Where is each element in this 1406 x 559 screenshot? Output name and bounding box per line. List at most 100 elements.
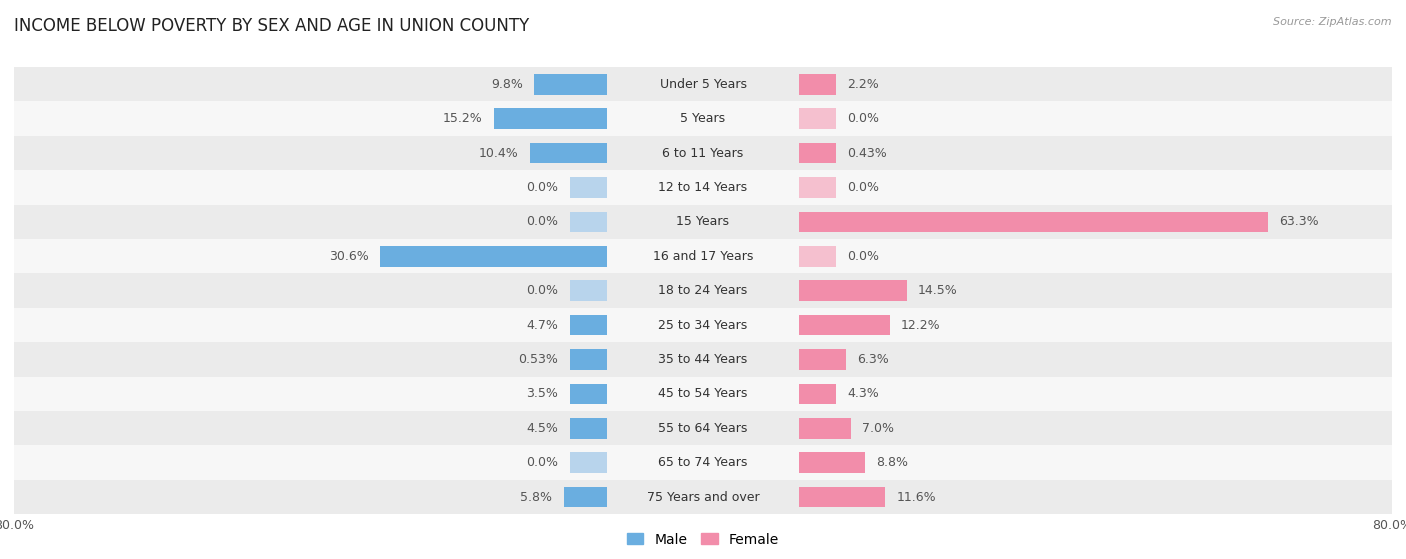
Text: 30.6%: 30.6% xyxy=(329,250,368,263)
Text: 11.6%: 11.6% xyxy=(897,491,936,504)
Bar xyxy=(800,143,837,163)
Bar xyxy=(800,67,1392,102)
Text: 5.8%: 5.8% xyxy=(520,491,553,504)
Bar xyxy=(800,74,837,94)
Bar xyxy=(800,246,837,267)
Text: 0.0%: 0.0% xyxy=(526,215,558,229)
Bar xyxy=(534,74,606,94)
Bar xyxy=(800,452,865,473)
Bar xyxy=(606,170,800,205)
Bar xyxy=(800,349,846,370)
Text: 4.5%: 4.5% xyxy=(526,422,558,435)
Bar xyxy=(800,418,851,439)
Bar xyxy=(800,446,1392,480)
Text: 9.8%: 9.8% xyxy=(491,78,523,91)
Bar xyxy=(606,480,800,514)
Text: 8.8%: 8.8% xyxy=(876,456,908,469)
Bar xyxy=(569,315,606,335)
Text: Source: ZipAtlas.com: Source: ZipAtlas.com xyxy=(1274,17,1392,27)
Bar xyxy=(569,211,606,232)
Bar xyxy=(606,446,800,480)
Text: 4.7%: 4.7% xyxy=(526,319,558,331)
Text: 14.5%: 14.5% xyxy=(918,284,957,297)
Bar xyxy=(800,342,1392,377)
Bar xyxy=(606,205,800,239)
Bar xyxy=(564,487,606,508)
Bar xyxy=(606,67,800,102)
Bar xyxy=(606,136,800,170)
Text: 45 to 54 Years: 45 to 54 Years xyxy=(658,387,748,400)
Text: 12 to 14 Years: 12 to 14 Years xyxy=(658,181,748,194)
Bar xyxy=(14,205,606,239)
Bar xyxy=(606,102,800,136)
Text: 5 Years: 5 Years xyxy=(681,112,725,125)
Bar xyxy=(569,418,606,439)
Text: 0.0%: 0.0% xyxy=(526,284,558,297)
Text: 7.0%: 7.0% xyxy=(862,422,894,435)
Bar xyxy=(800,177,837,198)
Bar xyxy=(606,377,800,411)
Bar xyxy=(606,342,800,377)
Bar xyxy=(14,136,606,170)
Bar xyxy=(800,273,1392,308)
Bar xyxy=(800,102,1392,136)
Bar xyxy=(800,211,1268,232)
Text: 35 to 44 Years: 35 to 44 Years xyxy=(658,353,748,366)
Text: 63.3%: 63.3% xyxy=(1279,215,1319,229)
Text: 12.2%: 12.2% xyxy=(901,319,941,331)
Text: 0.53%: 0.53% xyxy=(519,353,558,366)
Text: 65 to 74 Years: 65 to 74 Years xyxy=(658,456,748,469)
Bar xyxy=(569,452,606,473)
Bar xyxy=(606,273,800,308)
Bar xyxy=(800,411,1392,446)
Bar xyxy=(14,342,606,377)
Bar xyxy=(14,273,606,308)
Text: 25 to 34 Years: 25 to 34 Years xyxy=(658,319,748,331)
Text: 0.0%: 0.0% xyxy=(848,112,880,125)
Bar xyxy=(606,411,800,446)
Bar xyxy=(800,108,837,129)
Bar xyxy=(800,281,907,301)
Text: 4.3%: 4.3% xyxy=(848,387,879,400)
Text: Under 5 Years: Under 5 Years xyxy=(659,78,747,91)
Bar xyxy=(14,102,606,136)
Text: 3.5%: 3.5% xyxy=(526,387,558,400)
Legend: Male, Female: Male, Female xyxy=(621,527,785,552)
Text: 16 and 17 Years: 16 and 17 Years xyxy=(652,250,754,263)
Text: 18 to 24 Years: 18 to 24 Years xyxy=(658,284,748,297)
Bar xyxy=(800,170,1392,205)
Bar xyxy=(494,108,606,129)
Bar xyxy=(14,239,606,273)
Text: 15.2%: 15.2% xyxy=(443,112,482,125)
Text: 0.0%: 0.0% xyxy=(526,181,558,194)
Bar xyxy=(380,246,606,267)
Bar xyxy=(569,281,606,301)
Bar xyxy=(14,480,606,514)
Bar xyxy=(14,377,606,411)
Bar xyxy=(800,239,1392,273)
Bar xyxy=(800,315,890,335)
Bar xyxy=(800,308,1392,342)
Bar xyxy=(530,143,606,163)
Bar xyxy=(14,411,606,446)
Text: 15 Years: 15 Years xyxy=(676,215,730,229)
Bar xyxy=(569,349,606,370)
Bar xyxy=(800,487,886,508)
Bar xyxy=(14,170,606,205)
Bar xyxy=(800,480,1392,514)
Bar xyxy=(569,177,606,198)
Text: INCOME BELOW POVERTY BY SEX AND AGE IN UNION COUNTY: INCOME BELOW POVERTY BY SEX AND AGE IN U… xyxy=(14,17,529,35)
Bar xyxy=(800,136,1392,170)
Text: 10.4%: 10.4% xyxy=(478,146,519,159)
Text: 55 to 64 Years: 55 to 64 Years xyxy=(658,422,748,435)
Bar xyxy=(569,383,606,404)
Text: 0.43%: 0.43% xyxy=(848,146,887,159)
Text: 0.0%: 0.0% xyxy=(526,456,558,469)
Bar xyxy=(606,308,800,342)
Bar xyxy=(14,67,606,102)
Text: 2.2%: 2.2% xyxy=(848,78,879,91)
Bar xyxy=(800,377,1392,411)
Text: 6 to 11 Years: 6 to 11 Years xyxy=(662,146,744,159)
Bar xyxy=(800,205,1392,239)
Text: 0.0%: 0.0% xyxy=(848,250,880,263)
